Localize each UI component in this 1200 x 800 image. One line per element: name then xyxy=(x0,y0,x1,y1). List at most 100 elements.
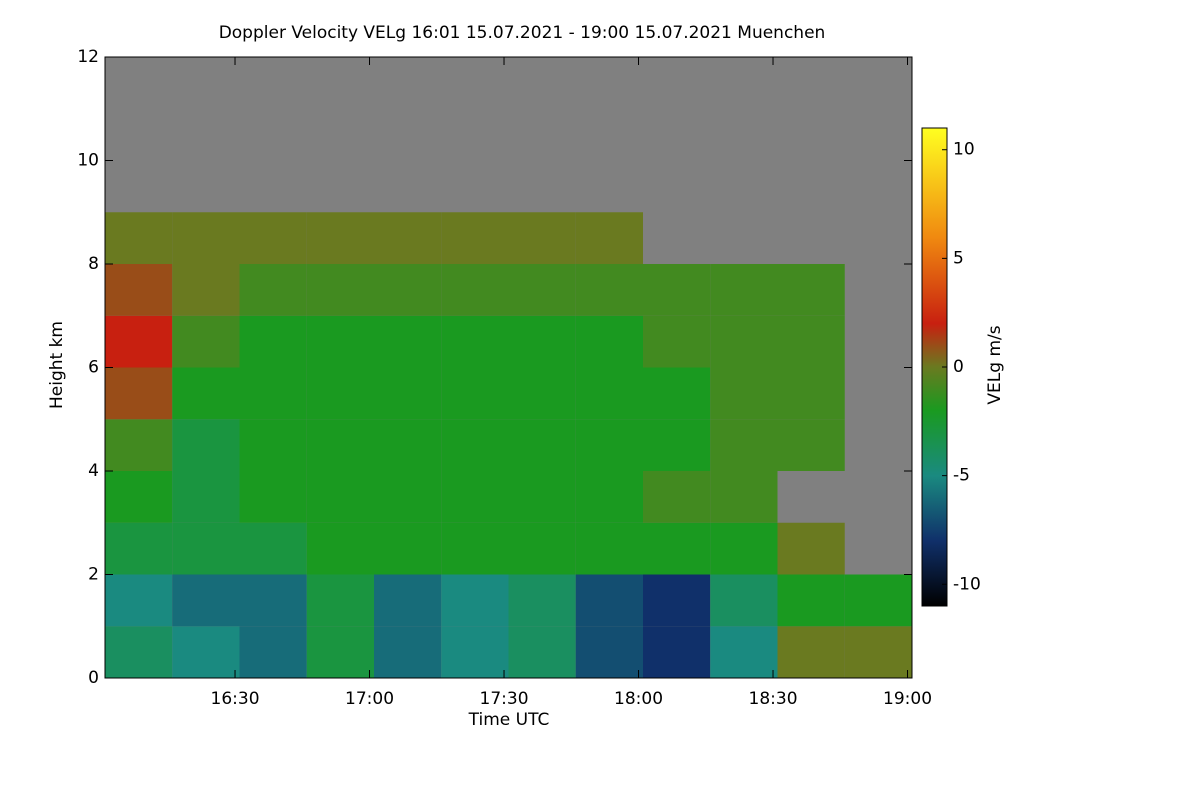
heatmap-cell xyxy=(374,367,442,420)
heatmap-cell xyxy=(643,419,711,471)
heatmap-cell xyxy=(105,626,173,678)
heatmap-cell xyxy=(441,264,509,316)
heatmap-cell xyxy=(508,471,576,523)
heatmap-cell xyxy=(105,367,173,420)
x-tick-label: 18:30 xyxy=(749,689,798,709)
chart-title: Doppler Velocity VELg 16:01 15.07.2021 -… xyxy=(219,23,826,43)
colorbar-tick-label: 10 xyxy=(953,140,975,160)
heatmap-cell xyxy=(710,471,778,523)
heatmap-cell xyxy=(306,315,374,368)
heatmap-cell xyxy=(575,367,643,420)
heatmap-cell xyxy=(643,367,711,420)
x-tick-label: 17:00 xyxy=(345,689,394,709)
heatmap-cell xyxy=(105,522,173,575)
heatmap-cell xyxy=(105,471,173,523)
colorbar-tick-label: -10 xyxy=(953,574,981,594)
heatmap-cell xyxy=(239,626,307,678)
heatmap-cell xyxy=(172,315,240,368)
heatmap-cell xyxy=(710,626,778,678)
heatmap-cell xyxy=(508,212,576,264)
heatmap-cell xyxy=(172,212,240,264)
heatmap-cell xyxy=(508,315,576,368)
heatmap-cell xyxy=(710,315,778,368)
heatmap-cell xyxy=(844,626,912,678)
y-tick-label: 12 xyxy=(77,47,99,67)
heatmap-cell xyxy=(508,522,576,575)
heatmap-cell xyxy=(105,419,173,471)
heatmap-cell xyxy=(374,212,442,264)
heatmap-cell xyxy=(441,471,509,523)
heatmap-cell xyxy=(239,471,307,523)
heatmap-cell xyxy=(508,626,576,678)
heatmap-cell xyxy=(777,522,845,575)
heatmap-cell xyxy=(306,264,374,316)
heatmap-cell xyxy=(643,574,711,627)
heatmap-cell xyxy=(643,315,711,368)
heatmap-cell xyxy=(172,626,240,678)
y-tick-label: 2 xyxy=(88,565,99,585)
heatmap-cell xyxy=(643,264,711,316)
heatmap-cell xyxy=(239,315,307,368)
heatmap-cell xyxy=(374,419,442,471)
heatmap-cell xyxy=(777,574,845,627)
heatmap-cell xyxy=(306,419,374,471)
colorbar-tick-label: 5 xyxy=(953,248,964,268)
x-axis-label: Time UTC xyxy=(468,710,550,730)
heatmap-cell xyxy=(374,574,442,627)
heatmap-cell xyxy=(441,626,509,678)
heatmap-cell xyxy=(172,471,240,523)
heatmap-cell xyxy=(306,367,374,420)
heatmap-cell xyxy=(710,574,778,627)
heatmap-cell xyxy=(777,626,845,678)
heatmap-cell xyxy=(306,522,374,575)
heatmap-cell xyxy=(239,367,307,420)
y-tick-label: 10 xyxy=(77,151,99,171)
heatmap-cell xyxy=(239,419,307,471)
colorbar-tick-label: 0 xyxy=(953,357,964,377)
heatmap-cell xyxy=(777,367,845,420)
heatmap-cell xyxy=(441,367,509,420)
heatmap-cell xyxy=(575,264,643,316)
heatmap-cell xyxy=(508,264,576,316)
heatmap-cell xyxy=(844,574,912,627)
x-tick-label: 18:00 xyxy=(614,689,663,709)
x-tick-label: 17:30 xyxy=(480,689,529,709)
heatmap-cell xyxy=(105,212,173,264)
heatmap-cell xyxy=(374,522,442,575)
heatmap-cell xyxy=(575,574,643,627)
heatmap-cell xyxy=(441,212,509,264)
heatmap-cell xyxy=(239,522,307,575)
heatmap-cell xyxy=(575,419,643,471)
heatmap-cell xyxy=(306,574,374,627)
heatmap-cell xyxy=(306,471,374,523)
heatmap-cell xyxy=(374,315,442,368)
heatmap-cell xyxy=(105,264,173,316)
heatmap-cell xyxy=(508,574,576,627)
heatmap-cell xyxy=(643,471,711,523)
heatmap-cell xyxy=(643,626,711,678)
heatmap-cell xyxy=(575,315,643,368)
heatmap-cell xyxy=(575,471,643,523)
x-tick-label: 16:30 xyxy=(211,689,260,709)
heatmap-cell xyxy=(172,522,240,575)
heatmap-cell xyxy=(374,471,442,523)
heatmap-cell xyxy=(710,367,778,420)
heatmap-cell xyxy=(575,212,643,264)
heatmap-cell xyxy=(441,522,509,575)
heatmap-cell xyxy=(777,315,845,368)
heatmap-cell xyxy=(710,522,778,575)
heatmap-cell xyxy=(710,264,778,316)
heatmap-cell xyxy=(172,419,240,471)
colorbar-label: VELg m/s xyxy=(985,325,1005,404)
heatmap-cell xyxy=(710,419,778,471)
heatmap-cell xyxy=(508,367,576,420)
heatmap-cell xyxy=(172,574,240,627)
heatmap-cell xyxy=(105,574,173,627)
y-tick-label: 0 xyxy=(88,668,99,688)
heatmap-cell xyxy=(306,212,374,264)
heatmap-cell xyxy=(172,367,240,420)
heatmap-cell xyxy=(508,419,576,471)
x-tick-label: 19:00 xyxy=(883,689,932,709)
y-tick-label: 8 xyxy=(88,254,99,274)
